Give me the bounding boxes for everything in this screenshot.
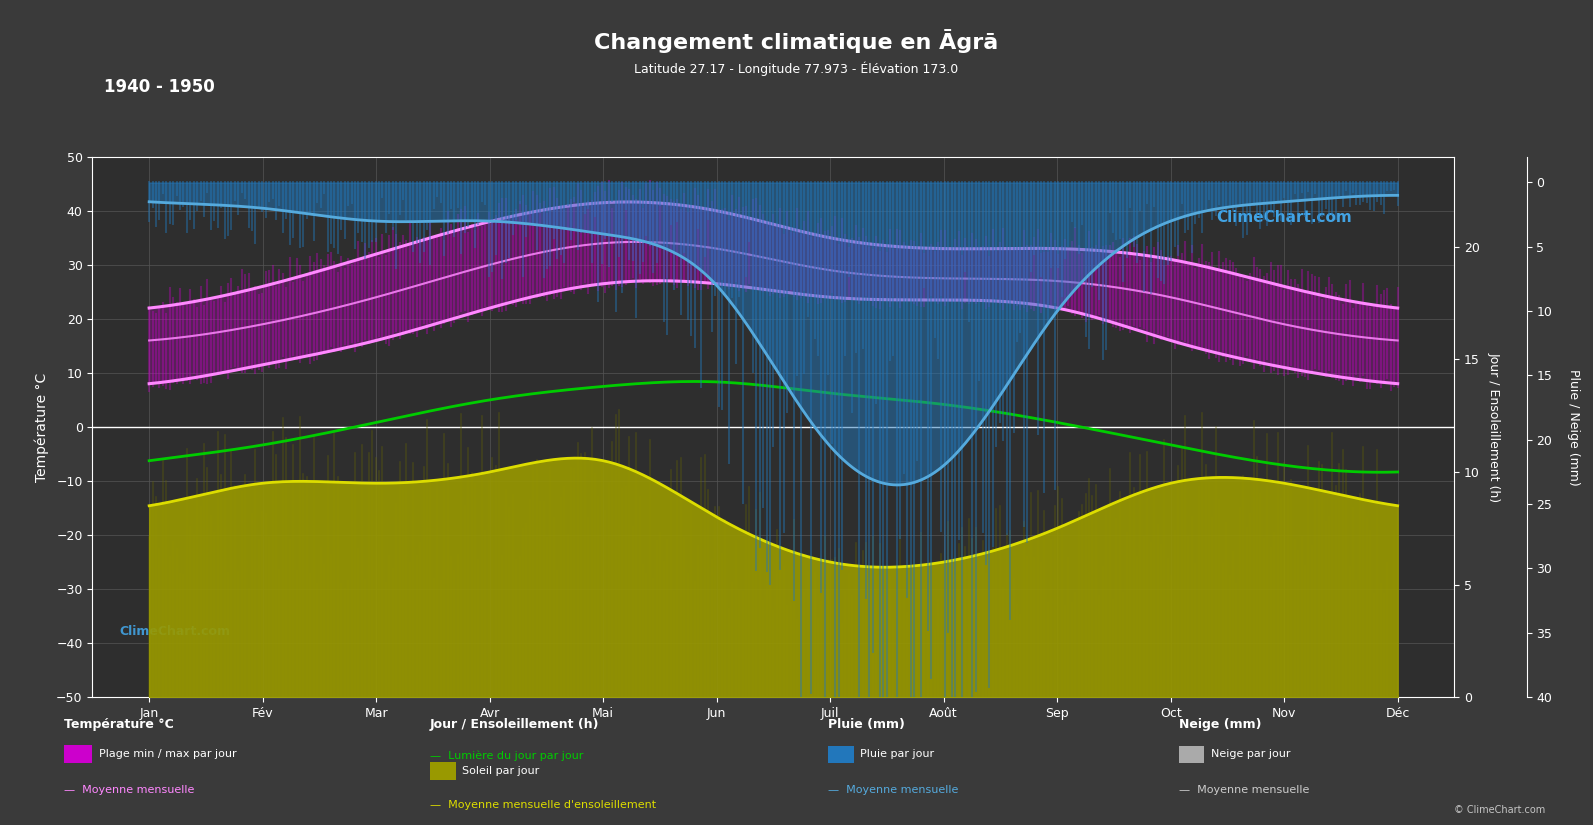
Text: Latitude 27.17 - Longitude 77.973 - Élévation 173.0: Latitude 27.17 - Longitude 77.973 - Élév… bbox=[634, 62, 959, 77]
Y-axis label: Pluie / Neige (mm): Pluie / Neige (mm) bbox=[1568, 369, 1580, 485]
Text: ClimeChart.com: ClimeChart.com bbox=[119, 625, 231, 638]
Text: Température °C: Température °C bbox=[64, 718, 174, 731]
Text: —  Moyenne mensuelle: — Moyenne mensuelle bbox=[1179, 785, 1309, 795]
Text: Jour / Ensoleillement (h): Jour / Ensoleillement (h) bbox=[430, 718, 599, 731]
Text: Soleil par jour: Soleil par jour bbox=[462, 766, 538, 776]
Text: Plage min / max par jour: Plage min / max par jour bbox=[99, 749, 236, 759]
Text: ClimeChart.com: ClimeChart.com bbox=[1215, 210, 1352, 224]
Text: Neige par jour: Neige par jour bbox=[1211, 749, 1290, 759]
Text: —  Lumière du jour par jour: — Lumière du jour par jour bbox=[430, 751, 583, 761]
Text: Pluie (mm): Pluie (mm) bbox=[828, 718, 905, 731]
Y-axis label: Jour / Ensoleillement (h): Jour / Ensoleillement (h) bbox=[1488, 352, 1501, 502]
Text: Changement climatique en Āgrā: Changement climatique en Āgrā bbox=[594, 29, 999, 53]
Y-axis label: Température °C: Température °C bbox=[35, 372, 49, 482]
Text: © ClimeChart.com: © ClimeChart.com bbox=[1454, 804, 1545, 814]
Text: —  Moyenne mensuelle d'ensoleillement: — Moyenne mensuelle d'ensoleillement bbox=[430, 800, 656, 810]
Text: 1940 - 1950: 1940 - 1950 bbox=[104, 78, 215, 97]
Text: —  Moyenne mensuelle: — Moyenne mensuelle bbox=[64, 785, 194, 795]
Text: —  Moyenne mensuelle: — Moyenne mensuelle bbox=[828, 785, 959, 795]
Text: Pluie par jour: Pluie par jour bbox=[860, 749, 935, 759]
Text: Neige (mm): Neige (mm) bbox=[1179, 718, 1262, 731]
